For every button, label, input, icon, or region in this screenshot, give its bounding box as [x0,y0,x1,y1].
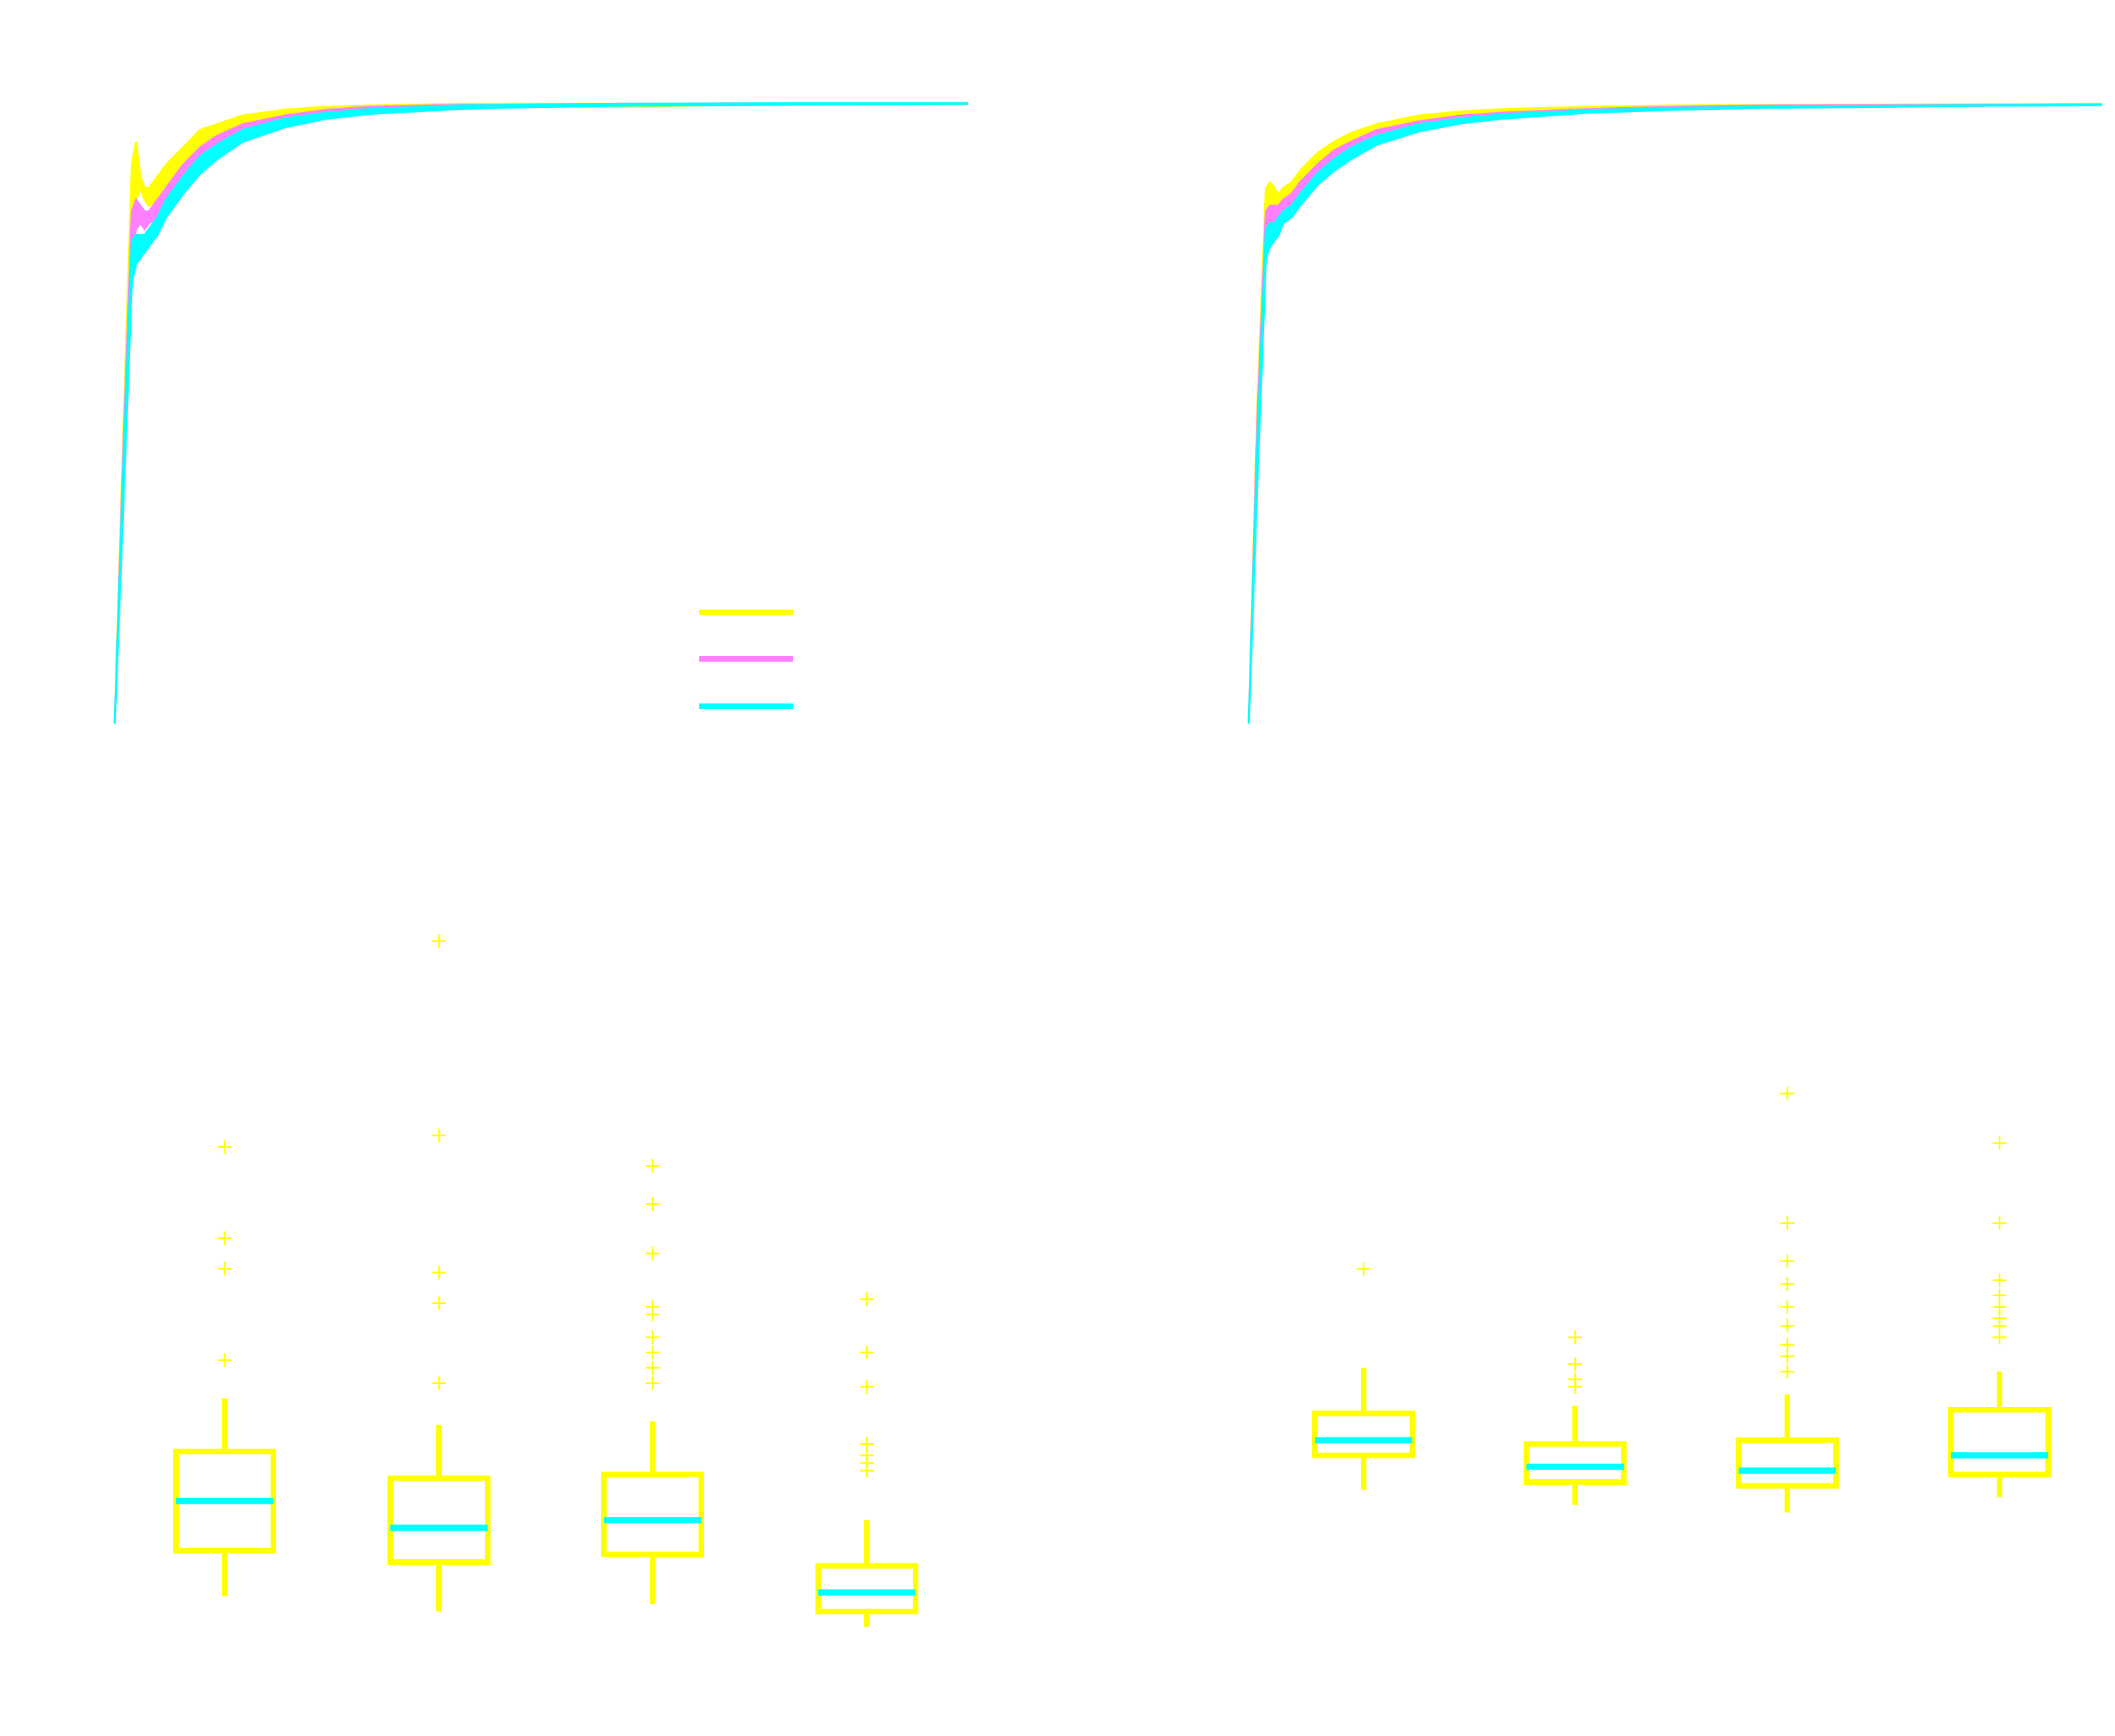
outlier-point [646,1376,660,1390]
outlier-point [1993,1273,2006,1287]
outlier-point [432,1296,446,1310]
box-iqr [1736,1437,1839,1489]
outlier-point [1780,1364,1794,1379]
outlier-point [646,1330,660,1344]
outlier-point [860,1345,874,1360]
outlier-point [1357,1261,1371,1276]
outlier-point [860,1437,874,1451]
outlier-point [218,1231,232,1245]
outlier-point [646,1360,660,1375]
outlier-point [1780,1254,1794,1268]
box-4 [815,1292,918,1627]
outlier-point [646,1345,660,1360]
outlier-point [860,1380,874,1394]
line-panel-top-left [113,102,968,724]
box-iqr [815,1563,918,1615]
outlier-point [1568,1372,1582,1387]
line-panel-top-right [1247,102,2102,724]
box-2 [1524,1330,1627,1505]
box-iqr [1948,1407,2051,1478]
box-2 [388,934,490,1612]
outlier-point [432,1376,446,1390]
outlier-point [646,1158,660,1173]
outlier-point [860,1292,874,1307]
outlier-point [646,1246,660,1261]
box-3 [1736,1086,1839,1513]
series-band-3 [1247,103,2102,724]
outlier-point [646,1197,660,1211]
series-band-3 [113,102,968,724]
outlier-point [432,934,446,948]
box-1 [173,1140,276,1597]
outlier-point [1780,1319,1794,1333]
outlier-point [1780,1277,1794,1291]
outlier-point [432,1128,446,1142]
outlier-point [1780,1086,1794,1101]
box-panel-bottom-left [173,934,918,1627]
box-1 [1312,1261,1415,1490]
legend [699,610,793,709]
outlier-point [1568,1357,1582,1371]
outlier-point [1993,1216,2006,1230]
outlier-point [218,1353,232,1367]
box-iqr [388,1475,490,1566]
outlier-point [1780,1300,1794,1314]
outlier-point [1780,1337,1794,1352]
outlier-point [218,1140,232,1154]
outlier-point [1568,1330,1582,1344]
box-4 [1948,1136,2051,1497]
outlier-point [218,1261,232,1276]
outlier-point [1993,1288,2006,1303]
box-iqr [1524,1441,1627,1486]
box-iqr [601,1472,704,1558]
box-iqr [1312,1410,1415,1458]
outlier-point [646,1300,660,1314]
outlier-point [432,1265,446,1280]
outlier-point [1993,1136,2006,1150]
box-panel-bottom-right [1312,1086,2051,1513]
outlier-point [1780,1216,1794,1230]
box-3 [601,1158,704,1604]
